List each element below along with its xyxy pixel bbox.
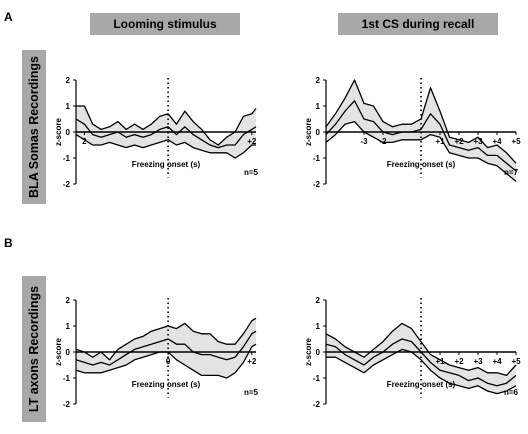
- y-axis-label: z-score: [304, 337, 313, 366]
- y-tick-label: 1: [316, 322, 321, 331]
- series-line-1: [325, 322, 517, 377]
- x-axis-label: Freezing onset (s): [132, 380, 201, 389]
- series-line-2: [75, 330, 257, 366]
- y-tick-label: -2: [63, 180, 71, 189]
- y-tick-label: -1: [63, 374, 71, 383]
- y-tick-label: 1: [66, 102, 71, 111]
- n-label: n=5: [244, 388, 259, 397]
- row-header-lt-axons: LT axons Recordings: [22, 276, 46, 422]
- y-tick-label: -2: [63, 400, 71, 409]
- y-tick-label: -2: [313, 180, 321, 189]
- x-tick-label: +4: [492, 357, 502, 366]
- panel-label-a: A: [4, 10, 13, 24]
- n-label: n=5: [244, 168, 259, 177]
- y-tick-label: 0: [66, 348, 71, 357]
- series-line-2: [325, 100, 517, 172]
- n-label: n=6: [504, 388, 519, 397]
- y-tick-label: 0: [66, 128, 71, 137]
- y-tick-label: 1: [316, 102, 321, 111]
- chart-bla-recall: -2 -1 0 1 2 z-score -3 -2 +1 +2 +3 +4 +5 Freezing ons…: [304, 76, 521, 189]
- series-line-3: [75, 343, 257, 379]
- y-tick-label: -2: [313, 400, 321, 409]
- row-header-bla-somas-text: BLA Somas Recordings: [27, 56, 41, 198]
- panel-label-b: B: [4, 236, 13, 250]
- x-tick-label: +2: [454, 357, 464, 366]
- series-line-3: [326, 348, 517, 395]
- x-tick-label: +3: [473, 357, 483, 366]
- y-tick-label: 0: [316, 348, 321, 357]
- series-line-3: [75, 134, 256, 159]
- series-line-1: [76, 105, 257, 146]
- sem-band: [326, 323, 516, 394]
- y-tick-label: 1: [66, 322, 71, 331]
- x-tick-label: +2: [247, 357, 257, 366]
- x-tick-label: +1: [435, 137, 445, 146]
- x-tick-label: +1: [435, 357, 445, 366]
- y-tick-label: -1: [313, 154, 321, 163]
- x-tick-label: +2: [454, 137, 464, 146]
- chart-lt-recall: -2 -1 0 1 2 z-score +1 +2 +3 +4 +5 Freezing onset (…: [304, 296, 521, 409]
- x-tick-label: 2: [82, 137, 87, 146]
- y-tick-label: 2: [316, 296, 321, 305]
- x-tick-label: +2: [247, 137, 257, 146]
- y-tick-label: 2: [316, 76, 321, 85]
- chart-bla-looming: -2 -1 0 1 2 z-score 2 +2 Freezing onset (s) n=5: [54, 76, 259, 189]
- series-line-1: [75, 317, 257, 361]
- sem-band: [76, 318, 256, 378]
- y-axis-label: z-score: [54, 337, 63, 366]
- x-tick-label: -2: [379, 137, 387, 146]
- row-header-bla-somas: BLA Somas Recordings: [22, 50, 46, 204]
- y-tick-label: 0: [316, 128, 321, 137]
- series-line-2: [325, 338, 517, 387]
- n-label: n=7: [504, 168, 519, 177]
- y-tick-label: -1: [313, 374, 321, 383]
- x-tick-label: +5: [511, 357, 521, 366]
- series-line-2: [75, 118, 257, 149]
- series-line-1: [325, 79, 517, 164]
- row-header-lt-axons-text: LT axons Recordings: [27, 285, 41, 413]
- y-tick-label: 2: [66, 296, 71, 305]
- y-tick-label: 2: [66, 76, 71, 85]
- y-axis-label: z-score: [54, 117, 63, 146]
- x-tick-label: -3: [360, 137, 368, 146]
- x-tick-label: +5: [511, 137, 521, 146]
- series-line-3: [325, 120, 517, 182]
- x-axis-label: Freezing onset (s): [387, 160, 456, 169]
- sem-band: [326, 80, 516, 182]
- x-tick-label: +4: [492, 137, 502, 146]
- y-axis-label: z-score: [304, 117, 313, 146]
- column-header-looming: Looming stimulus: [90, 13, 240, 35]
- x-axis-label: Freezing onset (s): [387, 380, 456, 389]
- x-tick-label: +3: [473, 137, 483, 146]
- column-header-recall: 1st CS during recall: [338, 13, 498, 35]
- y-tick-label: -1: [63, 154, 71, 163]
- x-axis-label: Freezing onset (s): [132, 160, 201, 169]
